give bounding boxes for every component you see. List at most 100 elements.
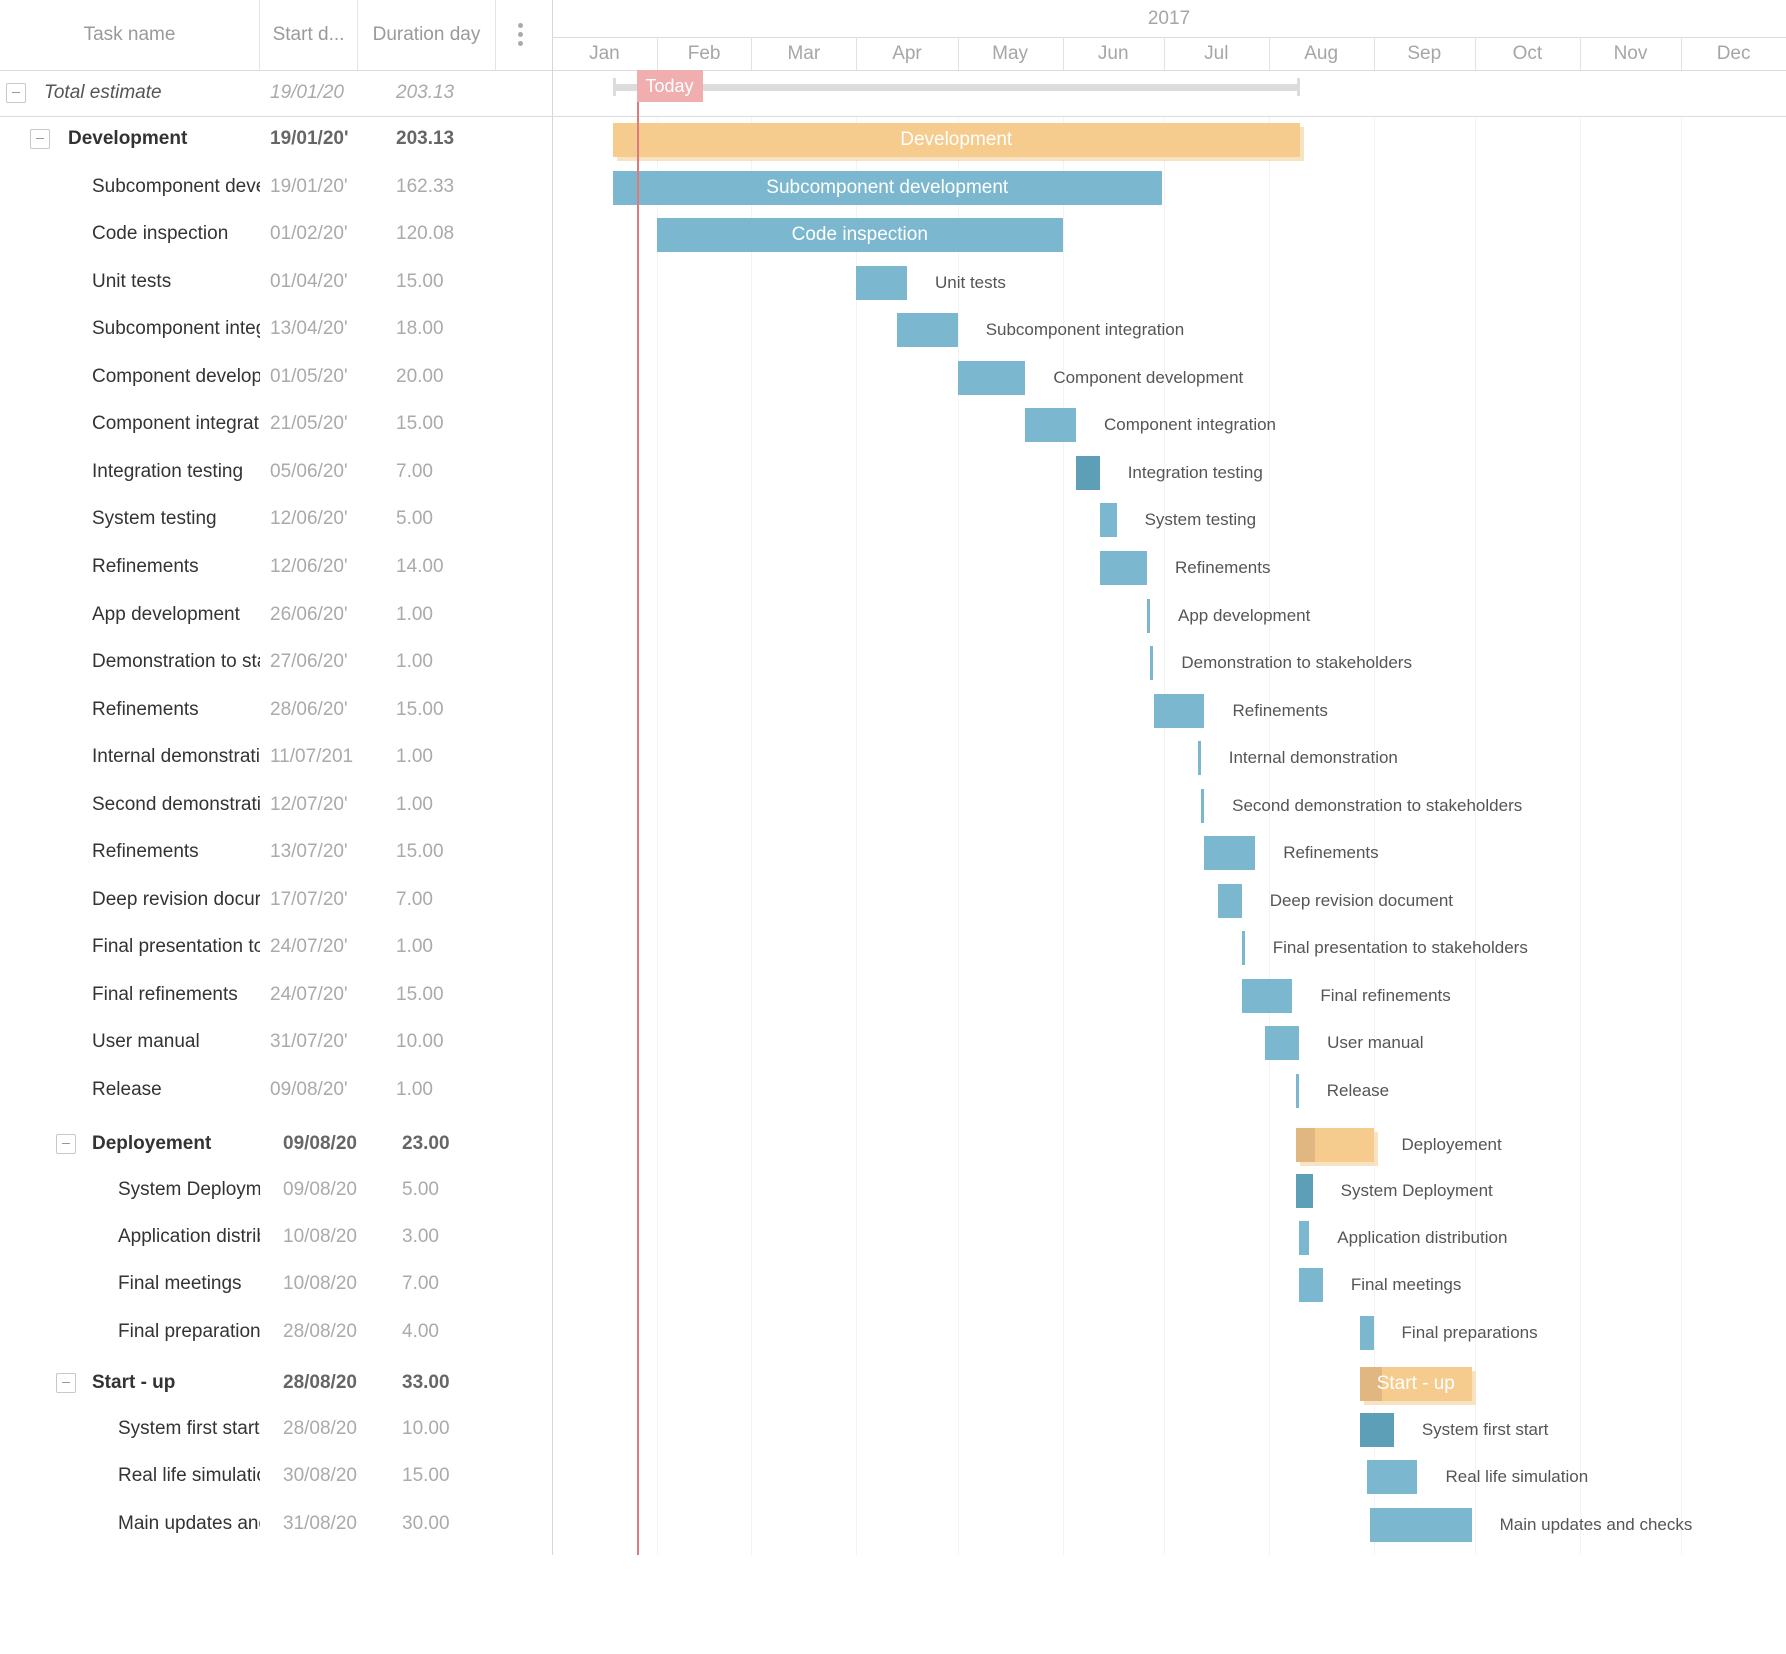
task-bar-label: Internal demonstration bbox=[1228, 748, 1398, 767]
task-name[interactable]: Code inspection bbox=[92, 223, 229, 244]
month-header-divider bbox=[1373, 37, 1375, 70]
task-name[interactable]: Internal demonstrati bbox=[92, 746, 260, 767]
task-name[interactable]: Refinements bbox=[92, 699, 199, 720]
collapse-toggle-icon[interactable] bbox=[30, 129, 50, 149]
task-bar[interactable] bbox=[1099, 551, 1148, 585]
task-name[interactable]: Refinements bbox=[92, 841, 199, 862]
task-bar[interactable] bbox=[1153, 694, 1205, 728]
task-start-date: 27/06/20' bbox=[270, 651, 348, 672]
total-bar-start-cap bbox=[612, 78, 616, 96]
month-grid-line bbox=[656, 116, 658, 1555]
group-bar-label: Deployement bbox=[1401, 1135, 1502, 1154]
task-name[interactable]: Final preparations bbox=[118, 1321, 260, 1342]
task-name[interactable]: Deployement bbox=[92, 1133, 212, 1154]
task-name[interactable]: Real life simulatior bbox=[118, 1465, 260, 1486]
task-bar[interactable] bbox=[1370, 1508, 1472, 1542]
collapse-toggle-icon[interactable] bbox=[6, 83, 26, 103]
task-bar[interactable] bbox=[1299, 1221, 1310, 1255]
task-name[interactable]: Final presentation tc bbox=[92, 936, 260, 957]
month-header-divider bbox=[1062, 37, 1064, 70]
task-bar-label: Second demonstration to stakeholders bbox=[1232, 796, 1523, 815]
task-name[interactable]: Application distribu bbox=[118, 1226, 260, 1247]
task-bar[interactable] bbox=[957, 361, 1026, 395]
task-start-date: 10/08/20 bbox=[283, 1226, 357, 1247]
task-start-date: 09/08/20 bbox=[283, 1133, 357, 1154]
task-name[interactable]: Second demonstrati bbox=[92, 794, 260, 815]
task-duration: 1.00 bbox=[396, 936, 433, 957]
vertical-ellipsis-icon[interactable] bbox=[512, 20, 528, 50]
task-bar[interactable] bbox=[1099, 503, 1117, 537]
task-bar[interactable]: Code inspection bbox=[656, 218, 1063, 252]
task-name[interactable]: Unit tests bbox=[92, 271, 172, 292]
collapse-toggle-icon[interactable] bbox=[56, 1373, 76, 1393]
task-name[interactable]: User manual bbox=[92, 1031, 200, 1052]
task-bar[interactable] bbox=[1265, 1026, 1300, 1060]
task-name[interactable]: Development bbox=[68, 128, 188, 149]
task-bar[interactable] bbox=[856, 266, 907, 300]
timeline-month-aug: Aug bbox=[1304, 43, 1339, 64]
task-bar[interactable] bbox=[1150, 646, 1154, 680]
task-bar[interactable] bbox=[896, 313, 958, 347]
task-bar[interactable] bbox=[1147, 599, 1151, 633]
timeline-month-dec: Dec bbox=[1716, 43, 1751, 64]
task-name[interactable]: Start - up bbox=[92, 1372, 176, 1393]
task-bar[interactable]: Subcomponent development bbox=[612, 171, 1162, 205]
task-bar[interactable] bbox=[1204, 836, 1256, 870]
task-name[interactable]: Release bbox=[92, 1079, 162, 1100]
task-start-date: 21/05/20' bbox=[270, 413, 348, 434]
task-bar[interactable] bbox=[1197, 741, 1201, 775]
task-name[interactable]: Main updates and bbox=[118, 1513, 260, 1534]
task-bar[interactable] bbox=[1299, 1268, 1323, 1302]
group-bar[interactable] bbox=[1295, 1128, 1374, 1162]
task-bar[interactable] bbox=[1360, 1413, 1394, 1447]
group-bar[interactable]: Development bbox=[612, 123, 1300, 157]
task-name[interactable]: Subcomponent deve bbox=[92, 176, 260, 197]
task-start-date: 10/08/20 bbox=[283, 1273, 357, 1294]
task-bar-label: Refinements bbox=[1175, 558, 1271, 577]
month-grid-line bbox=[1268, 116, 1270, 1555]
task-start-date: 05/06/20' bbox=[270, 461, 348, 482]
timeline-month-apr: Apr bbox=[892, 43, 922, 64]
task-name[interactable]: Total estimate bbox=[44, 82, 162, 103]
column-header-task-name[interactable]: Task name bbox=[0, 0, 260, 70]
task-name[interactable]: System first start bbox=[118, 1418, 260, 1439]
task-duration: 15.00 bbox=[396, 271, 444, 292]
column-header-start-date[interactable]: Start d... bbox=[260, 0, 358, 70]
column-header-duration[interactable]: Duration day bbox=[358, 0, 496, 70]
task-bar[interactable] bbox=[1366, 1460, 1418, 1494]
task-bar[interactable] bbox=[1241, 931, 1245, 965]
month-grid-line bbox=[856, 116, 858, 1555]
collapse-toggle-icon[interactable] bbox=[56, 1134, 76, 1154]
group-bar[interactable]: Start - up bbox=[1360, 1367, 1472, 1401]
task-start-date: 31/08/20 bbox=[283, 1513, 357, 1534]
task-name[interactable]: App development bbox=[92, 604, 240, 625]
task-bar[interactable] bbox=[1201, 789, 1205, 823]
task-bar[interactable] bbox=[1295, 1074, 1299, 1108]
task-bar[interactable] bbox=[1025, 408, 1077, 442]
task-duration: 7.00 bbox=[402, 1273, 439, 1294]
task-bar[interactable] bbox=[1076, 456, 1100, 490]
task-name[interactable]: Refinements bbox=[92, 556, 199, 577]
task-bar[interactable] bbox=[1218, 884, 1242, 918]
task-bar-label: Final meetings bbox=[1350, 1275, 1462, 1294]
task-name[interactable]: Integration testing bbox=[92, 461, 244, 482]
task-bar[interactable] bbox=[1295, 1174, 1313, 1208]
month-header-divider bbox=[1681, 37, 1683, 70]
grid-timeline-divider bbox=[552, 0, 553, 1555]
timeline-month-nov: Nov bbox=[1613, 43, 1648, 64]
task-name[interactable]: System Deployme bbox=[118, 1179, 260, 1200]
task-bar[interactable] bbox=[1241, 979, 1293, 1013]
task-name[interactable]: System testing bbox=[92, 508, 217, 529]
task-name[interactable]: Component integrat bbox=[92, 413, 259, 434]
task-duration: 33.00 bbox=[402, 1372, 450, 1393]
month-header-divider bbox=[1579, 37, 1581, 70]
task-name[interactable]: Demonstration to sta bbox=[92, 651, 260, 672]
task-bar[interactable] bbox=[1360, 1316, 1374, 1350]
task-name[interactable]: Final meetings bbox=[118, 1273, 242, 1294]
task-name[interactable]: Subcomponent integ bbox=[92, 318, 260, 339]
task-name[interactable]: Component develop bbox=[92, 366, 260, 387]
task-duration: 120.08 bbox=[396, 223, 455, 244]
task-name[interactable]: Deep revision docur bbox=[92, 889, 260, 910]
task-name[interactable]: Final refinements bbox=[92, 984, 238, 1005]
timeline-year-label: 2017 bbox=[1147, 8, 1191, 29]
